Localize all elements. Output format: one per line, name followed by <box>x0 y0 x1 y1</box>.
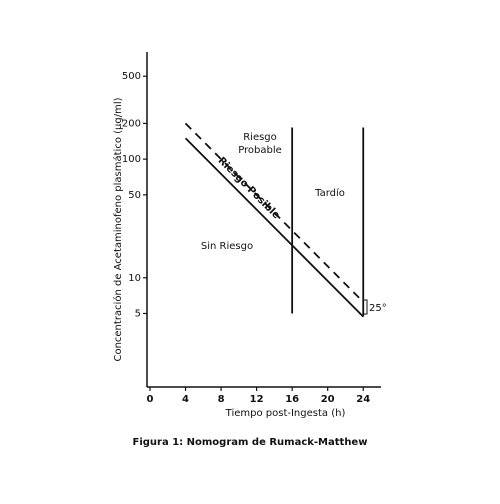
x-tick-label: 16 <box>285 394 299 405</box>
x-tick-label: 24 <box>356 394 370 405</box>
y-tick-label: 5 <box>135 308 141 319</box>
x-axis-label: Tiempo post-Ingesta (h) <box>225 408 346 419</box>
annotation: Riesgo <box>243 132 277 143</box>
annotation: Tardío <box>314 187 345 199</box>
line <box>184 137 364 318</box>
y-tick-label: 200 <box>122 118 141 129</box>
x-tick-label: 0 <box>147 394 154 405</box>
y-tick-label: 10 <box>128 273 141 284</box>
x-tick-label: 4 <box>182 394 189 405</box>
y-tick-label: 50 <box>128 190 141 201</box>
annotation: Sin Riesgo <box>201 241 253 252</box>
annotation: 25° <box>369 303 387 314</box>
annotation: Probable <box>238 145 282 156</box>
chart-title: Figura 1: Nomogram de Rumack-Matthew <box>133 437 368 448</box>
y-axis-label: Concentración de Acetaminofeno plasmátic… <box>112 97 124 361</box>
angle-bracket <box>364 299 368 315</box>
x-tick-label: 20 <box>321 394 335 405</box>
x-tick-label: 12 <box>250 394 264 405</box>
y-tick-label: 100 <box>122 154 141 165</box>
x-tick-label: 8 <box>218 394 225 405</box>
y-tick-label: 500 <box>122 71 141 82</box>
